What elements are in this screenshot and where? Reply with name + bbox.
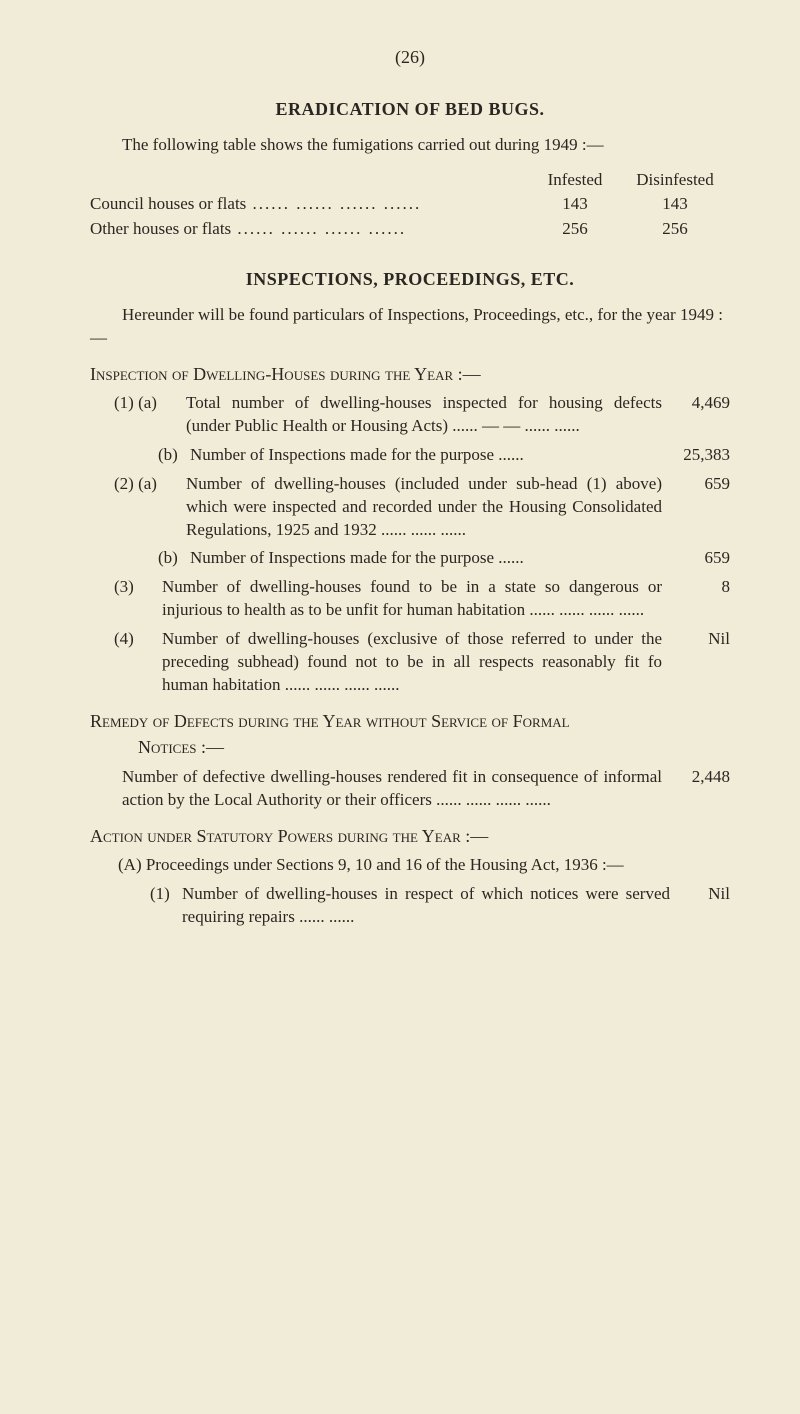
- row-label: Council houses or flats ...... ...... ..…: [90, 193, 530, 216]
- table-spacer: [90, 169, 530, 192]
- leader-dots: ...... — — ...... ......: [448, 416, 580, 435]
- row-label-text: Other houses or flats: [90, 219, 231, 238]
- text: Total number of dwelling-houses inspecte…: [186, 393, 662, 435]
- text: Number of Inspections made for the purpo…: [190, 445, 494, 464]
- item-value: Nil: [670, 883, 730, 929]
- marker: (1): [150, 883, 182, 929]
- marker: (b): [158, 444, 190, 467]
- item-3: (3) Number of dwelling-houses found to b…: [90, 576, 730, 622]
- section-remedy-line2: Notices :—: [138, 735, 730, 759]
- item-text: Number of dwelling-houses (included unde…: [186, 473, 662, 542]
- section-action: Action under Statutory Powers during the…: [90, 824, 730, 848]
- cell-infested: 256: [530, 218, 620, 241]
- marker: (4): [90, 628, 162, 651]
- text: Number of defective dwelling-houses rend…: [122, 767, 662, 809]
- item-text: Number of dwelling-houses in respect of …: [182, 883, 670, 929]
- cell-infested: 143: [530, 193, 620, 216]
- item-value: Nil: [662, 628, 730, 651]
- table-header-row: Infested Disinfested: [90, 169, 730, 192]
- col-header-disinfested: Disinfested: [620, 169, 730, 192]
- marker: (1) (a): [90, 392, 186, 415]
- item-4: (4) Number of dwelling-houses (exclusive…: [90, 628, 730, 697]
- heading-inspections: INSPECTIONS, PROCEEDINGS, ETC.: [90, 267, 730, 291]
- item-value: 25,383: [662, 444, 730, 467]
- marker: (3): [90, 576, 162, 599]
- cell-disinfested: 143: [620, 193, 730, 216]
- leader-dots: ...... ...... ...... ......: [281, 675, 400, 694]
- action-a1: (1) Number of dwelling-houses in respect…: [150, 883, 730, 929]
- item-value: 8: [662, 576, 730, 599]
- leader-dots: ......: [494, 445, 524, 464]
- leader-dots: ...... ...... ...... ......: [432, 790, 551, 809]
- row-label-text: Council houses or flats: [90, 194, 246, 213]
- heading-eradication: ERADICATION OF BED BUGS.: [90, 97, 730, 121]
- leader-dots: ...... ...... ......: [377, 520, 466, 539]
- row-label: Other houses or flats ...... ...... ....…: [90, 218, 530, 241]
- leader-dots: ...... ...... ...... ......: [246, 194, 421, 213]
- table-row: Other houses or flats ...... ...... ....…: [90, 218, 730, 241]
- remedy-value: 2,448: [662, 766, 730, 812]
- item-2a: (2) (a) Number of dwelling-houses (inclu…: [90, 473, 730, 542]
- item-text: Number of dwelling-houses (exclusive of …: [162, 628, 662, 697]
- action-a: (A) Proceedings under Sections 9, 10 and…: [118, 854, 730, 877]
- item-2b: (b) Number of Inspections made for the p…: [90, 547, 730, 570]
- section-inspection: Inspection of Dwelling-Houses during the…: [90, 362, 730, 386]
- intro-inspections: Hereunder will be found particulars of I…: [90, 304, 730, 350]
- section-remedy-line1: Remedy of Defects during the Year withou…: [90, 709, 730, 733]
- item-value: 4,469: [662, 392, 730, 415]
- item-value: 659: [662, 473, 730, 496]
- remedy-text: Number of defective dwelling-houses rend…: [122, 766, 662, 812]
- text: Number of Inspections made for the purpo…: [190, 548, 494, 567]
- intro-eradication: The following table shows the fumigation…: [90, 134, 730, 157]
- page: (26) ERADICATION OF BED BUGS. The follow…: [0, 0, 800, 969]
- page-number: (26): [90, 45, 730, 69]
- item-text: Number of Inspections made for the purpo…: [190, 444, 662, 467]
- item-1b: (b) Number of Inspections made for the p…: [90, 444, 730, 467]
- item-value: 659: [662, 547, 730, 570]
- fumigation-table: Infested Disinfested Council houses or f…: [90, 169, 730, 242]
- leader-dots: ...... ......: [295, 907, 355, 926]
- marker: (2) (a): [90, 473, 186, 496]
- leader-dots: ...... ...... ...... ......: [231, 219, 406, 238]
- col-header-infested: Infested: [530, 169, 620, 192]
- item-1a: (1) (a) Total number of dwelling-houses …: [90, 392, 730, 438]
- table-row: Council houses or flats ...... ...... ..…: [90, 193, 730, 216]
- text: Number of dwelling-houses in respect of …: [182, 884, 670, 926]
- marker: (b): [158, 547, 190, 570]
- cell-disinfested: 256: [620, 218, 730, 241]
- remedy-entry: Number of defective dwelling-houses rend…: [90, 766, 730, 812]
- leader-dots: ......: [494, 548, 524, 567]
- item-text: Number of Inspections made for the purpo…: [190, 547, 662, 570]
- leader-dots: ...... ...... ...... ......: [525, 600, 644, 619]
- text: Number of dwelling-houses (exclusive of …: [162, 629, 662, 694]
- item-text: Total number of dwelling-houses inspecte…: [186, 392, 662, 438]
- item-text: Number of dwelling-houses found to be in…: [162, 576, 662, 622]
